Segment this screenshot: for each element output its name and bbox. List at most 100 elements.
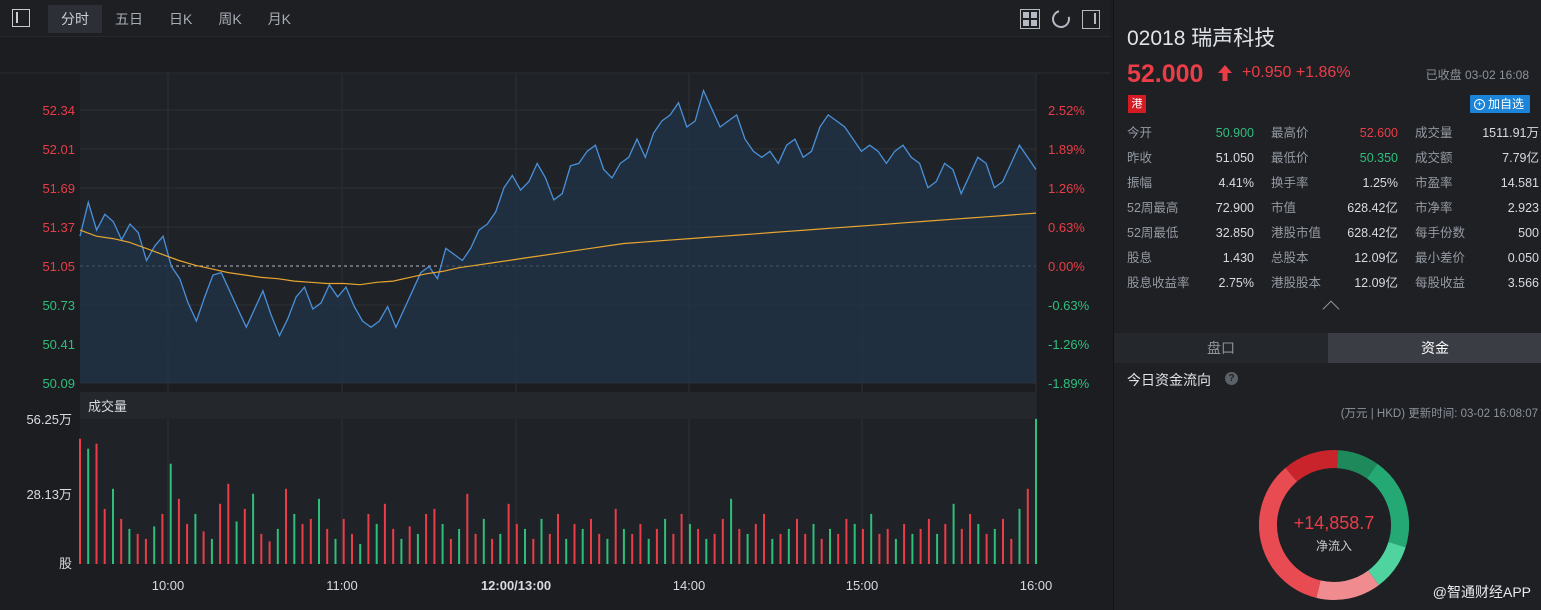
volume-bar	[474, 533, 477, 564]
volume-bar	[631, 533, 634, 564]
volume-bar	[573, 523, 576, 564]
volume-bar	[548, 533, 551, 564]
net-inflow-value: +14,858.7	[1293, 513, 1375, 533]
stat-cell: 港股股本 12.09亿	[1271, 271, 1415, 296]
pct-tick-label: -1.26%	[1048, 337, 1090, 352]
volume-bar	[375, 523, 378, 564]
add-watchlist-label: 加自选	[1487, 97, 1524, 111]
price-tick-label: 51.69	[42, 181, 75, 196]
donut-segment	[1336, 450, 1378, 479]
volume-bar	[425, 513, 428, 564]
volume-bar	[161, 513, 164, 564]
time-tick-label: 15:00	[846, 578, 879, 593]
volume-bar	[705, 538, 708, 564]
volume-bar	[680, 513, 683, 564]
stat-value: 1.430	[1222, 251, 1254, 265]
panel-toggle-icon[interactable]	[1082, 9, 1100, 29]
volume-bar	[449, 538, 452, 564]
volume-bar	[112, 488, 114, 564]
volume-bar	[688, 523, 691, 564]
volume-bar	[713, 533, 716, 564]
stat-cell: 振幅 4.41%	[1127, 171, 1271, 196]
pct-tick-label: 2.52%	[1048, 103, 1085, 118]
volume-bar	[79, 438, 81, 564]
volume-bar	[491, 538, 494, 564]
average-price-line	[79, 212, 1037, 286]
stat-cell: 市净率 2.923	[1415, 196, 1539, 221]
tab-five-day[interactable]: 五日	[115, 11, 143, 27]
volume-bar	[655, 528, 658, 564]
help-icon[interactable]: ?	[1225, 372, 1238, 385]
stat-value: 7.79亿	[1502, 151, 1539, 165]
pct-tick-label: 0.63%	[1048, 220, 1085, 235]
volume-bar	[441, 523, 444, 564]
chart-toolbar: 分时 五日 日K 周K 月K	[0, 0, 1110, 37]
volume-bar	[177, 498, 180, 564]
volume-bar	[894, 538, 897, 564]
stat-label: 最高价	[1271, 126, 1309, 140]
volume-bar	[95, 443, 98, 564]
volume-bar	[524, 528, 526, 564]
volume-bar	[746, 533, 749, 564]
stats-row: 52周最高 72.900 市值 628.42亿 市净率 2.923	[1127, 196, 1539, 221]
volume-bar	[960, 528, 963, 564]
volume-bar	[301, 523, 304, 564]
volume-bar	[186, 523, 189, 564]
stat-value: 72.900	[1215, 201, 1254, 215]
pct-tick-label: 0.00%	[1048, 259, 1085, 274]
stat-label: 每股收益	[1415, 276, 1466, 290]
grid-layout-icon[interactable]	[1020, 9, 1040, 29]
volume-bar	[911, 533, 914, 564]
volume-bar	[804, 533, 807, 564]
chevron-up-icon[interactable]	[1322, 300, 1340, 318]
tab-daily-k[interactable]: 日K	[169, 11, 193, 27]
stat-label: 股息收益率	[1127, 276, 1190, 290]
volume-bar	[408, 526, 411, 564]
stats-row: 股息收益率 2.75% 港股股本 12.09亿 每股收益 3.566	[1127, 271, 1539, 296]
stock-title: 02018 瑞声科技	[1127, 27, 1276, 50]
stat-cell: 最小差价 0.050	[1415, 246, 1539, 271]
volume-bar	[837, 533, 840, 564]
tab-weekly-k[interactable]: 周K	[218, 11, 242, 27]
price-tick-label: 50.09	[42, 376, 75, 391]
tab-monthly-k[interactable]: 月K	[267, 11, 292, 27]
tab-intraday[interactable]: 分时	[48, 5, 102, 33]
stat-label: 52周最高	[1127, 201, 1179, 215]
stat-cell: 52周最低 32.850	[1127, 221, 1271, 246]
tab-order-book[interactable]: 盘口	[1114, 333, 1328, 363]
volume-bar	[721, 518, 724, 564]
volume-bar	[647, 538, 650, 564]
volume-bar	[590, 518, 592, 564]
refresh-icon[interactable]	[1048, 6, 1074, 32]
volume-bar	[853, 523, 856, 564]
volume-bar	[243, 508, 246, 564]
volume-bar	[252, 493, 255, 564]
net-inflow-label: 净流入	[1315, 539, 1352, 553]
stat-cell: 每股收益 3.566	[1415, 271, 1539, 296]
volume-bar	[87, 448, 90, 564]
tab-capital[interactable]: 资金	[1328, 333, 1541, 363]
volume-bar	[565, 538, 568, 564]
sidebar-toggle-icon[interactable]	[12, 9, 30, 27]
donut-segment	[1285, 450, 1338, 482]
volume-bar	[598, 533, 601, 564]
stat-cell: 52周最高 72.900	[1127, 196, 1271, 221]
volume-bar	[1002, 518, 1004, 564]
volume-bar	[738, 528, 741, 564]
volume-bar	[845, 518, 848, 564]
donut-segment	[1367, 541, 1406, 586]
volume-bar	[260, 533, 263, 564]
add-watchlist-button[interactable]: + 加自选	[1469, 95, 1530, 113]
stat-label: 每手份数	[1415, 226, 1466, 240]
quote-panel: 02018 瑞声科技 52.000 +0.950 +1.86% 已收盘 03-0…	[1113, 0, 1541, 610]
stat-label: 港股市值	[1271, 226, 1322, 240]
volume-bar	[144, 538, 147, 564]
volume-bar	[268, 541, 271, 564]
price-tick-label: 52.34	[42, 103, 75, 118]
capital-flow-title: 今日资金流向	[1127, 372, 1211, 388]
volume-bar	[606, 538, 609, 564]
price-tick-label: 50.73	[42, 298, 75, 313]
volume-bar	[499, 533, 502, 564]
stat-value: 14.581	[1500, 176, 1539, 190]
period-tabs: 分时 五日 日K 周K 月K	[48, 5, 304, 33]
